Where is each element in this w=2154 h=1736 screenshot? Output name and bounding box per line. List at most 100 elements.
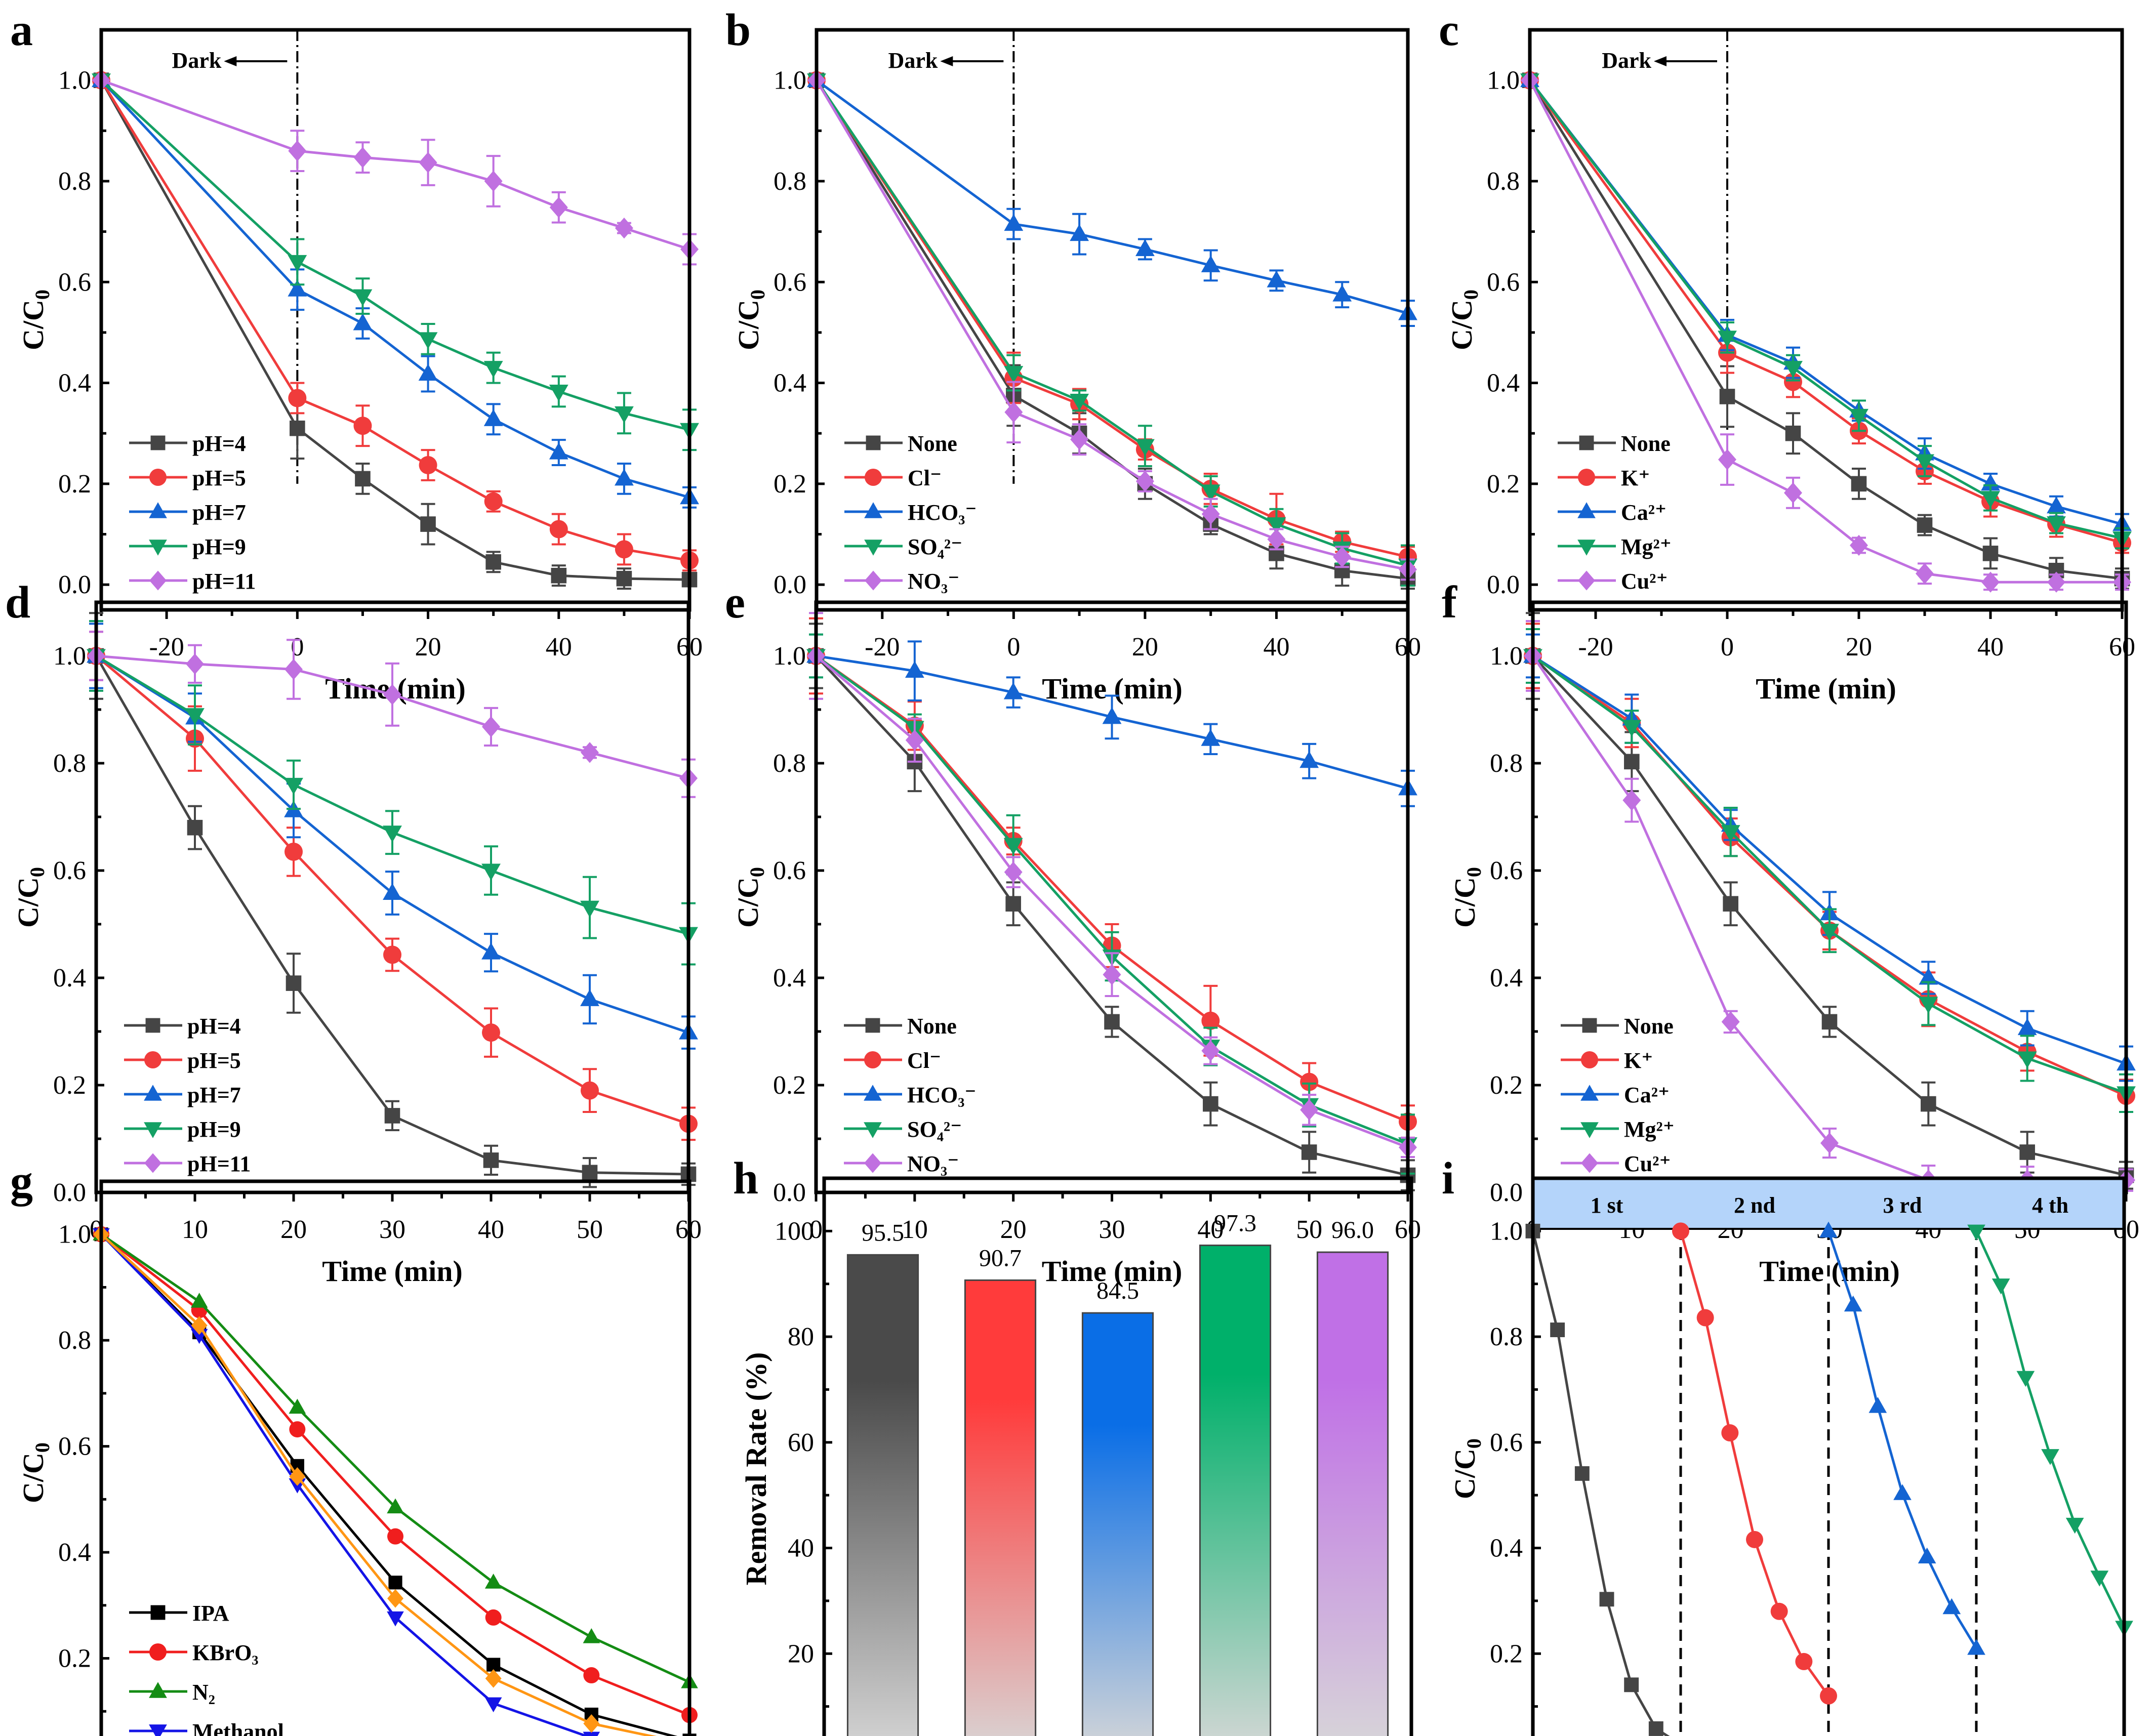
data-point: [353, 417, 372, 435]
data-point: [1795, 1652, 1813, 1670]
cycle-band: [1532, 1177, 2125, 1230]
data-point: [1102, 707, 1122, 724]
series-no-scavenger: [93, 1225, 690, 1736]
legend-item: pH=7: [124, 1083, 241, 1107]
legend-label: Ca²⁺: [1624, 1083, 1670, 1107]
series-ph-11: [92, 69, 699, 266]
legend-item: None: [844, 1014, 957, 1039]
legend-label: Methanol: [192, 1719, 284, 1736]
series-line: [1529, 79, 2123, 526]
legend-item: None: [844, 431, 957, 456]
series-line: [1531, 1230, 1670, 1736]
y-tick-label: 1.0: [1487, 66, 1520, 95]
legend-marker: [149, 570, 167, 591]
x-tick-label: 20: [280, 1215, 307, 1244]
data-point: [1004, 401, 1023, 423]
legend-item: pH=5: [129, 466, 246, 490]
legend-item: Ca²⁺: [1561, 1083, 1670, 1107]
series-hco-: [807, 70, 1417, 327]
data-point: [1917, 517, 1933, 533]
series-line: [816, 79, 1408, 315]
data-point: [285, 658, 303, 680]
legend-label: Cl⁻: [907, 1048, 941, 1073]
legend-label: None: [1624, 1014, 1674, 1039]
series-line: [815, 79, 1408, 558]
legend-item: Cu²⁺: [1558, 569, 1668, 594]
y-tick-label: 0.8: [53, 749, 86, 778]
x-axis-label: Time (min): [1042, 1255, 1183, 1288]
data-point: [1719, 389, 1735, 404]
y-tick-label: 0.2: [1490, 1071, 1523, 1100]
x-tick-label: 20: [1132, 633, 1158, 662]
y-tick-label: 1.0: [53, 642, 86, 671]
data-point: [2017, 1018, 2037, 1036]
legend-label: pH=11: [192, 569, 256, 594]
cycle-label: 1 st: [1591, 1193, 1623, 1218]
legend-label: SO₄²⁻: [907, 1117, 962, 1142]
legend-label: K⁺: [1624, 1048, 1653, 1073]
x-tick-label: -20: [149, 633, 184, 662]
data-point: [1770, 1602, 1788, 1620]
data-point: [1783, 361, 1803, 378]
series-line: [815, 79, 1408, 580]
data-point: [1135, 439, 1155, 456]
y-tick-label: 80: [788, 1322, 814, 1351]
legend-marker: [1578, 570, 1595, 591]
y-tick-label: 1.0: [774, 66, 806, 95]
legend-marker: [144, 1122, 162, 1138]
data-point: [388, 1576, 402, 1590]
data-point: [2065, 1517, 2084, 1534]
y-tick-label: 0.8: [58, 1326, 91, 1355]
data-point: [2016, 1371, 2035, 1387]
data-point: [1624, 1677, 1639, 1692]
data-point: [1574, 1466, 1590, 1481]
data-point: [1333, 546, 1352, 568]
data-point: [485, 1609, 502, 1626]
data-point: [1916, 563, 1934, 584]
data-point: [383, 825, 402, 843]
data-point: [288, 279, 307, 297]
data-point: [1135, 471, 1154, 492]
legend-marker: [149, 540, 167, 556]
y-tick-label: 0.8: [1487, 167, 1520, 196]
data-point: [288, 389, 307, 407]
legend-label: Ca²⁺: [1621, 500, 1667, 525]
legend-marker: [865, 1018, 880, 1033]
data-point: [1622, 790, 1641, 811]
data-point: [1599, 1592, 1614, 1607]
data-point: [615, 540, 633, 559]
y-tick-label: 0.6: [774, 268, 806, 297]
x-tick-label: 40: [546, 633, 572, 662]
data-point: [1918, 1547, 1936, 1564]
series-line: [1975, 1230, 2126, 1628]
data-point: [2047, 496, 2066, 514]
series-no-: [807, 612, 1417, 1159]
y-tick-label: 1.0: [1490, 642, 1523, 671]
data-point: [186, 653, 204, 675]
arrow-head-icon: [940, 56, 953, 66]
legend-marker: [864, 1153, 881, 1173]
legend-label: N₂: [192, 1680, 215, 1705]
data-point: [1819, 1221, 1838, 1238]
data-point: [387, 1589, 403, 1608]
series-line: [1528, 79, 2122, 584]
legend-marker: [1577, 502, 1596, 518]
data-point: [387, 1611, 404, 1627]
y-tick-label: 100: [775, 1217, 814, 1246]
data-point: [580, 989, 599, 1006]
cycle-label: 3 rd: [1883, 1193, 1922, 1218]
panel-letter: a: [10, 5, 33, 55]
data-point: [549, 385, 568, 402]
data-point: [614, 469, 634, 486]
data-point: [549, 442, 568, 460]
x-tick-label: 0: [1721, 633, 1734, 662]
x-tick-label: 0: [1007, 633, 1020, 662]
axes-frame: [815, 28, 1410, 612]
legend-item: Cl⁻: [844, 466, 942, 490]
series-none: [1522, 72, 2130, 590]
data-point: [1919, 997, 1938, 1014]
legend-item: HCO₃⁻: [844, 1083, 977, 1107]
data-point: [418, 332, 438, 349]
